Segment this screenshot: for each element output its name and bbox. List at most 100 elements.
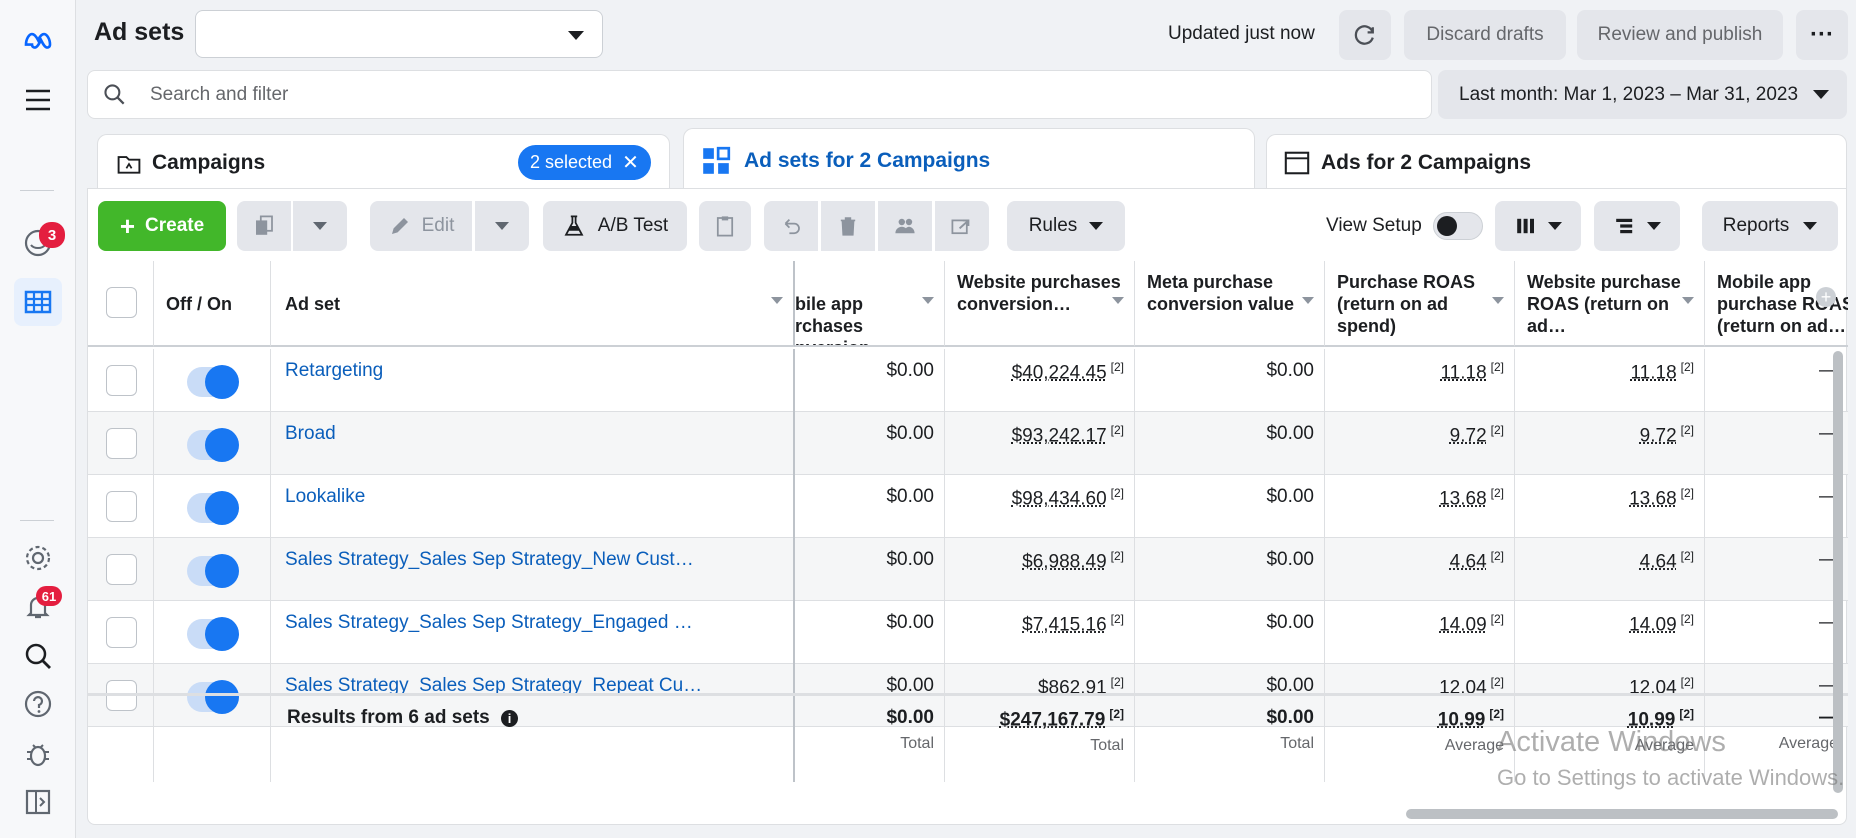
breakdown-button[interactable] (1594, 201, 1680, 251)
on-off-toggle[interactable] (187, 617, 239, 651)
header-website-purchases-label: Website purchases conversion… (957, 272, 1121, 314)
ad-set-name[interactable]: Retargeting (271, 349, 795, 412)
on-off-toggle[interactable] (187, 554, 239, 588)
metric-value[interactable]: $7,415.16 (1022, 614, 1107, 636)
cell-web: $40,224.45 [2] (945, 349, 1135, 412)
columns-button[interactable] (1495, 201, 1581, 251)
header-mobile-purchases[interactable]: bile app rchases nversion… (795, 261, 945, 347)
note-marker: [2] (1680, 675, 1694, 689)
ab-test-button[interactable]: A/B Test (543, 201, 687, 251)
create-button[interactable]: + Create (98, 201, 226, 251)
metric-value[interactable]: 4.64 (1639, 551, 1677, 573)
row-checkbox[interactable] (106, 617, 137, 648)
rail-divider (20, 520, 54, 521)
reports-button[interactable]: Reports (1702, 201, 1838, 251)
metric-value[interactable]: 11.18 (1440, 362, 1487, 384)
header-purchase-roas[interactable]: Purchase ROAS (return on ad spend) (1325, 261, 1515, 347)
table-row[interactable]: Broad $0.00 $93,242.17 [2] $0.00 9.72 [2] 9.72[… (88, 412, 1848, 475)
header-ad-set[interactable]: Ad set (271, 261, 795, 347)
more-options-icon[interactable]: ··· (1796, 10, 1848, 60)
metric-value[interactable]: 13.68 (1629, 488, 1677, 510)
rules-button[interactable]: Rules (1007, 201, 1125, 251)
header-website-roas[interactable]: Website purchase ROAS (return on ad… (1515, 261, 1705, 347)
on-off-toggle[interactable] (187, 365, 239, 399)
total-web-roas-value[interactable]: 10.99 (1627, 709, 1676, 731)
ad-set-name[interactable]: Broad (271, 412, 795, 475)
metric-value[interactable]: 11.18 (1630, 362, 1677, 384)
header-mobile-roas[interactable]: Mobile app purchase ROAS (return on ad… (1705, 261, 1848, 347)
on-off-toggle[interactable] (187, 428, 239, 462)
table-row[interactable]: Sales Strategy_Sales Sep Strategy_New Cu… (88, 538, 1848, 601)
metric-value[interactable]: 14.09 (1629, 614, 1677, 636)
on-off-toggle[interactable] (187, 491, 239, 525)
metric-value[interactable]: $98,434.60 (1011, 488, 1107, 510)
row-checkbox[interactable] (106, 365, 137, 396)
bug-report-icon[interactable] (14, 730, 62, 778)
help-icon[interactable] (14, 680, 62, 728)
duplicate-button[interactable] (237, 201, 291, 251)
clipboard-button[interactable] (699, 201, 751, 251)
header-website-purchases[interactable]: Website purchases conversion… (945, 261, 1135, 347)
metric-value[interactable]: 9.72 (1639, 425, 1677, 447)
table-row[interactable]: Lookalike $0.00 $98,434.60 [2] $0.00 13.68 [2]… (88, 475, 1848, 538)
toggle-sidebar-icon[interactable] (14, 778, 62, 826)
select-all-checkbox[interactable] (106, 287, 137, 318)
on-off-toggle[interactable] (187, 680, 239, 714)
sort-icon (1492, 297, 1504, 304)
tab-ads[interactable]: Ads for 2 Campaigns (1266, 134, 1847, 190)
add-column-icon[interactable]: + (1816, 287, 1836, 307)
menu-icon[interactable] (14, 76, 62, 124)
metric-value[interactable]: $40,224.45 (1011, 362, 1107, 384)
cell-meta: $0.00 (1135, 412, 1325, 475)
audience-button[interactable] (878, 201, 932, 251)
selected-chip[interactable]: 2 selected ✕ (518, 145, 651, 180)
vertical-scrollbar[interactable] (1833, 351, 1843, 793)
ad-set-name[interactable]: Sales Strategy_Sales Sep Strategy_Engage… (271, 601, 795, 664)
ab-test-label: A/B Test (597, 215, 669, 236)
account-select[interactable] (195, 10, 603, 58)
sort-icon (1302, 297, 1314, 304)
view-setup-toggle[interactable] (1433, 212, 1483, 240)
header-off-on[interactable]: Off / On (154, 261, 271, 347)
total-roas-value[interactable]: 10.99 (1437, 709, 1486, 731)
meta-logo-icon[interactable] (14, 16, 62, 64)
row-checkbox[interactable] (106, 554, 137, 585)
table-row[interactable]: Sales Strategy_Sales Sep Strategy_Engage… (88, 601, 1848, 664)
review-publish-button[interactable]: Review and publish (1577, 10, 1783, 60)
search-icon[interactable] (14, 632, 62, 680)
tab-campaigns[interactable]: Campaigns 2 selected ✕ (97, 134, 670, 190)
header-meta-purchase-value[interactable]: Meta purchase conversion value (1135, 261, 1325, 347)
row-checkbox[interactable] (106, 428, 137, 459)
metric-value[interactable]: $6,988.49 (1022, 551, 1107, 573)
metric-value[interactable]: $93,242.17 (1011, 425, 1107, 447)
total-web-roas-sub: Average (1634, 737, 1694, 755)
metric-value[interactable]: 9.72 (1449, 425, 1487, 447)
edit-dropdown[interactable] (475, 201, 529, 251)
row-checkbox[interactable] (106, 491, 137, 522)
metric-value[interactable]: 14.09 (1439, 614, 1487, 636)
total-web-value[interactable]: $247,167.79 (999, 709, 1106, 731)
cell-mob-roas: — (1705, 349, 1848, 412)
undo-button[interactable] (764, 201, 818, 251)
ad-set-name[interactable]: Lookalike (271, 475, 795, 538)
tab-adsets[interactable]: Ad sets for 2 Campaigns (683, 128, 1255, 192)
duplicate-dropdown[interactable] (293, 201, 347, 251)
refresh-button[interactable] (1339, 10, 1391, 60)
discard-drafts-button[interactable]: Discard drafts (1404, 10, 1566, 60)
settings-gear-icon[interactable] (14, 534, 62, 582)
info-icon[interactable]: i (501, 710, 519, 727)
metric-value[interactable]: 13.68 (1439, 488, 1487, 510)
date-range-picker[interactable]: Last month: Mar 1, 2023 – Mar 31, 2023 (1438, 70, 1847, 119)
table-row[interactable]: Retargeting $0.00 $40,224.45 [2] $0.00 11.18[… (88, 349, 1848, 412)
total-roas-sub: Average (1444, 737, 1504, 755)
ad-set-name[interactable]: Sales Strategy_Sales Sep Strategy_New Cu… (271, 538, 795, 601)
search-input[interactable] (150, 79, 1410, 111)
horizontal-scrollbar[interactable] (1406, 809, 1838, 819)
close-icon[interactable]: ✕ (622, 152, 639, 174)
edit-button[interactable]: Edit (370, 201, 472, 251)
metric-value[interactable]: 4.64 (1449, 551, 1487, 573)
ads-manager-table-icon[interactable] (14, 278, 62, 326)
search-bar[interactable] (87, 70, 1432, 119)
delete-button[interactable] (821, 201, 875, 251)
share-button[interactable] (935, 201, 989, 251)
